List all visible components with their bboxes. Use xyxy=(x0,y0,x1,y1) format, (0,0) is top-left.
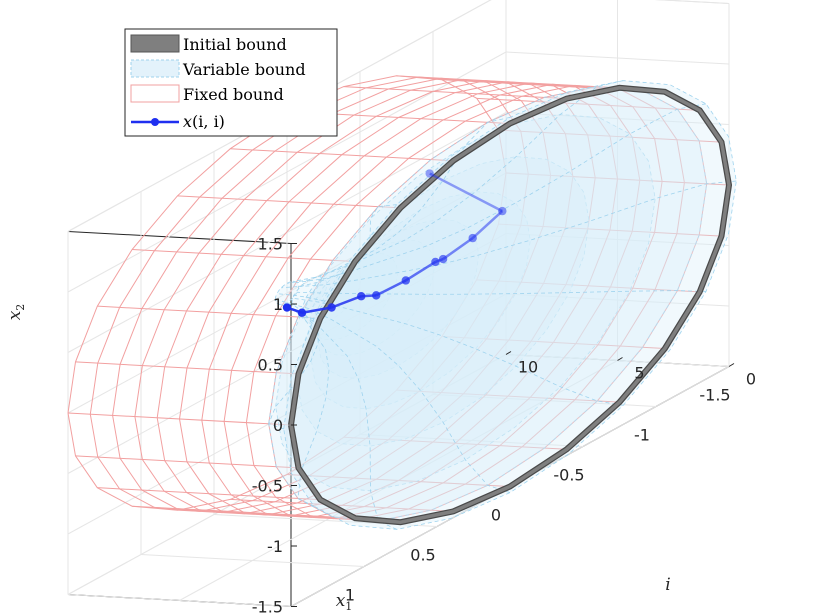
trajectory-point xyxy=(357,292,366,301)
fixed-bound-generator xyxy=(75,455,299,469)
variable-bound-generator xyxy=(268,299,319,430)
variable-bound-generator xyxy=(292,80,624,282)
trajectory-segment xyxy=(405,260,437,282)
variable-bound-generator xyxy=(286,117,511,284)
tick-label-x1: 0 xyxy=(491,506,501,525)
legend-label-initial-bound: Initial bound xyxy=(183,35,287,54)
variable-bound-generator xyxy=(298,180,737,287)
fixed-bound-generator xyxy=(476,279,700,293)
variable-bound-ring xyxy=(310,191,531,410)
legend: Initial bound Variable bound Fixed bound… xyxy=(124,28,338,137)
fixed-bound-generator xyxy=(230,498,454,512)
axis-label-x1: x1 xyxy=(336,591,353,613)
fixed-bound-generator xyxy=(441,335,665,349)
initial-bound-ring xyxy=(289,86,731,524)
tick-label-x1: -1 xyxy=(634,426,650,445)
legend-label-trajectory: x(i, i) xyxy=(183,112,225,131)
tick-label-x1: 0.5 xyxy=(410,546,435,565)
legend-label-variable-bound: Variable bound xyxy=(182,60,306,79)
tick-label-x2: -1.5 xyxy=(252,598,283,615)
trajectory-segment xyxy=(442,237,474,261)
fixed-bound-generator xyxy=(286,474,511,487)
variable-bound-generator xyxy=(297,290,707,295)
legend-swatch-fixed-bound xyxy=(130,84,180,103)
trajectory-point xyxy=(468,233,477,243)
trajectory-segment xyxy=(471,210,504,240)
trajectory-segment xyxy=(429,172,503,213)
initial-bound-ring xyxy=(288,84,733,526)
fixed-bound-generator xyxy=(498,129,722,143)
tick-label-x1: -1.5 xyxy=(699,386,730,405)
grid-side-x2 xyxy=(654,0,730,4)
fixed-bound-generator xyxy=(177,195,401,209)
fixed-bound-generator xyxy=(132,505,356,519)
trajectory-point xyxy=(425,169,434,178)
tick-label-i: 0 xyxy=(746,370,756,389)
tick-label-x2: 0 xyxy=(273,416,283,435)
variable-bound-generator xyxy=(281,204,397,289)
fixed-bound-generator xyxy=(230,148,454,162)
trajectory-point xyxy=(498,206,507,216)
tick-label-x2: -0.5 xyxy=(252,477,283,496)
tick-mark-i xyxy=(505,351,512,355)
axis-label-i: i xyxy=(665,575,670,595)
tick-label-i: 10 xyxy=(518,358,538,377)
variable-bound-tube xyxy=(268,80,737,530)
tick-label-i: 5 xyxy=(634,364,644,383)
trajectory-segment xyxy=(375,279,407,297)
tick-label-x2: 1 xyxy=(273,295,283,314)
legend-swatch-initial-bound xyxy=(130,34,180,53)
fixed-bound-generator xyxy=(97,305,321,319)
trajectory-point xyxy=(401,276,410,285)
fixed-bound-generator xyxy=(505,172,730,186)
fixed-bound-generator xyxy=(476,97,700,111)
legend-label-fixed-bound: Fixed bound xyxy=(183,85,284,104)
fixed-bound-generator xyxy=(132,249,356,263)
tick-label-x1: 1 xyxy=(345,586,355,605)
tick-mark-i xyxy=(617,357,623,361)
legend-marker-trajectory xyxy=(151,118,159,126)
fixed-bound-generator xyxy=(498,223,722,237)
fixed-bound-generator xyxy=(396,389,620,403)
trajectory-segment xyxy=(301,306,332,314)
variable-bound-generator xyxy=(276,303,330,507)
trajectory-point xyxy=(438,254,448,264)
trajectory-point xyxy=(431,257,440,267)
fixed-bound-generator xyxy=(97,487,321,501)
trajectory-segment xyxy=(331,295,362,309)
fixed-bound-generator xyxy=(396,75,620,89)
trajectory-point xyxy=(297,308,307,317)
trajectory-point xyxy=(282,303,292,312)
fixed-bound-generator xyxy=(343,86,567,100)
variable-bound-generator xyxy=(281,304,397,530)
fixed-bound-generator xyxy=(343,436,567,450)
legend-swatch-variable-bound xyxy=(130,59,180,78)
variable-bound-ring xyxy=(296,156,590,447)
trajectory xyxy=(282,169,507,317)
tick-label-x2: 1.5 xyxy=(258,235,283,254)
tick-label-x2: -1 xyxy=(267,537,283,556)
axis-line-3 xyxy=(67,231,292,244)
fixed-bound-generator xyxy=(67,412,292,426)
trajectory-point xyxy=(372,291,381,300)
fixed-bound-generator xyxy=(75,361,299,375)
axis-label-x2: x2 xyxy=(5,304,27,321)
tick-mark-i xyxy=(728,363,735,367)
tick-label-x2: 0.5 xyxy=(258,356,283,375)
tick-label-x1: -0.5 xyxy=(553,466,584,485)
trajectory-point xyxy=(327,303,336,312)
